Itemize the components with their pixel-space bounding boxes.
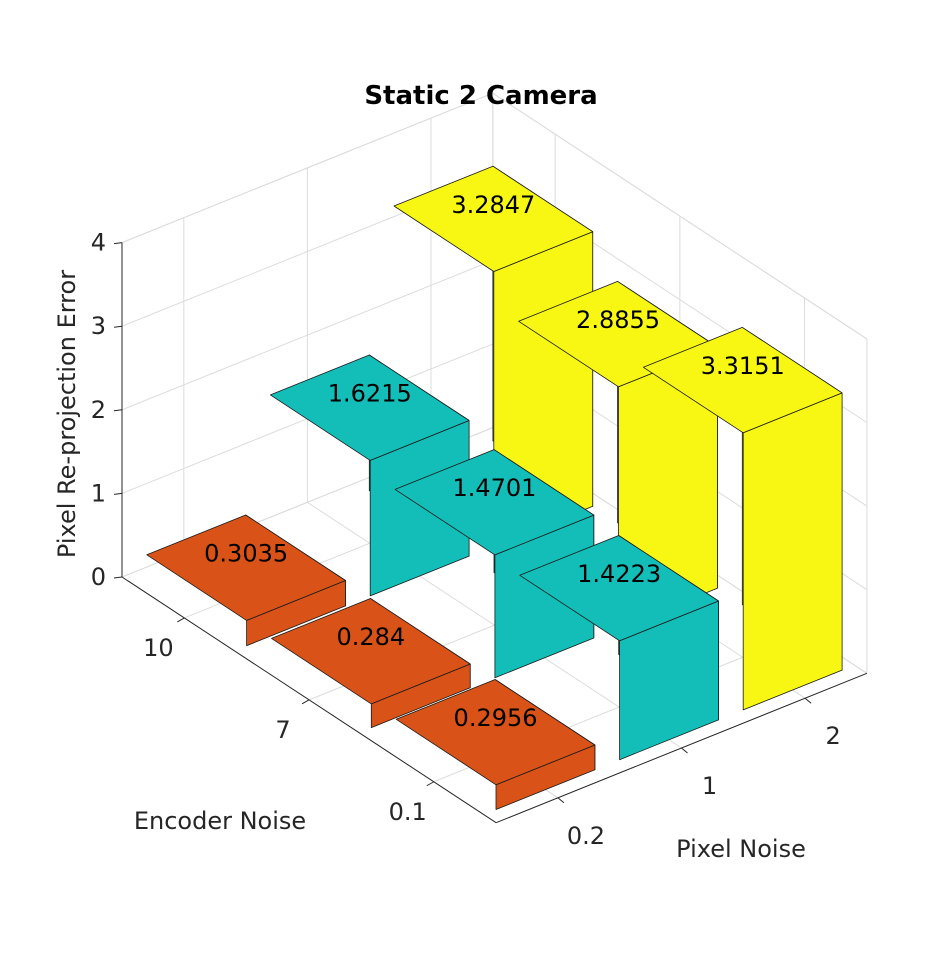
bar-top-face (643, 326, 843, 434)
bar (269, 354, 470, 597)
bar (519, 535, 719, 761)
bar (395, 679, 596, 810)
bar (643, 326, 843, 711)
bars (146, 165, 843, 810)
bar-top-face (395, 679, 596, 786)
data-label: 3.3151 (701, 352, 785, 380)
bar-top-face (146, 514, 346, 621)
x-tick-label: 0.2 (567, 822, 605, 850)
y-tick-label: 10 (143, 634, 174, 662)
y-tick-label: 7 (275, 716, 290, 744)
z-tick (113, 576, 123, 579)
data-label: 1.6215 (328, 380, 412, 408)
bar-top-face (271, 598, 471, 705)
bar-top-face (269, 354, 470, 461)
data-labels: 0.3035 1.6215 3.2847 0.284 1.4701 2.8855 0.295… (204, 191, 785, 732)
x-tick-label: 1 (702, 772, 717, 800)
data-label: 1.4223 (577, 560, 661, 588)
z-tick-label: 1 (91, 479, 106, 507)
y-tick (426, 781, 434, 787)
x-tick-label: 2 (825, 722, 840, 750)
y-tick (301, 699, 310, 705)
z-tick (113, 492, 123, 495)
z-tick-label: 3 (91, 312, 106, 340)
bar-top-face (394, 449, 595, 556)
data-label: 2.8855 (576, 306, 660, 334)
data-label: 3.2847 (451, 191, 535, 219)
z-axis-label: Pixel Re-projection Error (53, 270, 81, 558)
z-tick (113, 325, 123, 328)
tick-labels: 0 1 2 3 4 0.2 1 2 10 7 0.1 (91, 229, 841, 850)
bar-top-face (393, 165, 594, 272)
x-tick (681, 747, 688, 754)
chart-title: Static 2 Camera (364, 81, 597, 111)
z-gridline (121, 92, 868, 340)
data-label: 0.2956 (454, 704, 538, 732)
bar-front-face (742, 392, 843, 711)
x-tick (804, 697, 812, 704)
z-tick (113, 242, 123, 245)
z-tick-label: 2 (91, 396, 106, 424)
z-tick-label: 4 (91, 229, 106, 257)
x-axis-label: Pixel Noise (676, 835, 806, 863)
axes (113, 242, 868, 824)
y-axis-label: Encoder Noise (134, 807, 306, 835)
bar (271, 598, 471, 728)
x-tick (557, 797, 565, 804)
data-label: 0.284 (336, 623, 405, 651)
z-tick (113, 409, 123, 412)
z-tick-label: 0 (91, 563, 106, 591)
y-tick-label: 0.1 (389, 798, 427, 826)
y-tick (177, 617, 185, 623)
bar-top-face (519, 535, 719, 642)
bar (146, 514, 346, 647)
data-label: 1.4701 (452, 474, 536, 502)
data-label: 0.3035 (204, 540, 288, 568)
